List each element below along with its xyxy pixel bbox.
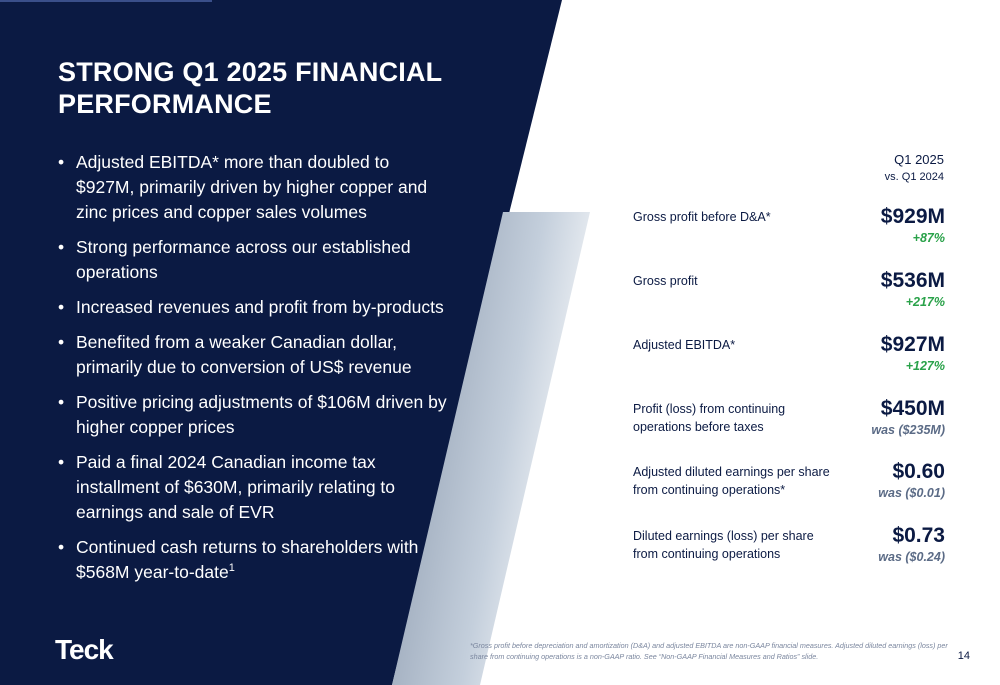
metric-row: Adjusted EBITDA* $927M +127%: [633, 333, 945, 386]
bullet-dot: •: [58, 332, 65, 352]
metric-change: was ($0.24): [878, 550, 945, 564]
metric-value: $536M: [880, 269, 945, 292]
metric-row: Profit (loss) from continuing operations…: [633, 397, 945, 450]
metric-row: Gross profit $536M +217%: [633, 269, 945, 322]
footnote-marker: 1: [228, 562, 235, 575]
metric-value: $927M: [880, 333, 945, 356]
top-accent-line: [0, 0, 212, 2]
bullet-dot: •: [58, 537, 65, 557]
footnote: *Gross profit before depreciation and am…: [470, 641, 948, 661]
bullet-dot: •: [58, 392, 65, 412]
metric-label: Gross profit before D&A*: [633, 210, 771, 224]
bullet-text: Positive pricing adjustments of $106M dr…: [76, 392, 447, 437]
metric-label: Diluted earnings (loss) per share from c…: [633, 529, 814, 561]
slide-title: STRONG Q1 2025 FINANCIAL PERFORMANCE: [58, 57, 442, 119]
bullet-item: • Paid a final 2024 Canadian income tax i…: [58, 450, 448, 525]
metric-label: Gross profit: [633, 274, 698, 288]
bullet-item: • Positive pricing adjustments of $106M d…: [58, 390, 448, 440]
bullet-text: Paid a final 2024 Canadian income tax in…: [76, 452, 396, 522]
metric-label: Adjusted diluted earnings per share from…: [633, 465, 830, 497]
period-header: Q1 2025 vs. Q1 2024: [885, 151, 944, 185]
metric-change: was ($235M): [871, 423, 945, 437]
bullet-text: Strong performance across our establishe…: [76, 237, 411, 282]
bullet-text: Continued cash returns to shareholders w…: [76, 537, 419, 582]
bullet-item: • Benefited from a weaker Canadian dollar…: [58, 330, 448, 380]
metric-value: $929M: [880, 205, 945, 228]
metric-value: $450M: [880, 397, 945, 420]
teck-logo: Teck: [55, 634, 114, 665]
bullet-item: • Continued cash returns to shareholders …: [58, 535, 448, 585]
bullet-text: Benefited from a weaker Canadian dollar,…: [76, 332, 412, 377]
period-comparison: vs. Q1 2024: [884, 171, 944, 183]
bullet-item: • Increased revenues and profit from by-p…: [58, 295, 448, 320]
bullet-list: • Adjusted EBITDA* more than doubled to $…: [58, 150, 448, 595]
period-current: Q1 2025: [894, 152, 944, 167]
metric-row: Gross profit before D&A* $929M +87%: [633, 205, 945, 258]
bullet-dot: •: [58, 237, 65, 257]
metric-value: $0.60: [892, 460, 945, 483]
bullet-item: • Strong performance across our establish…: [58, 235, 448, 285]
bullet-text: Increased revenues and profit from by-pr…: [76, 297, 444, 317]
bullet-text: Adjusted EBITDA* more than doubled to $9…: [76, 152, 428, 222]
metric-change: +217%: [905, 295, 945, 309]
bullet-item: • Adjusted EBITDA* more than doubled to $…: [58, 150, 448, 225]
page-number: 14: [957, 650, 970, 662]
bullet-dot: •: [58, 297, 65, 317]
metric-value: $0.73: [892, 524, 945, 547]
metric-label: Adjusted EBITDA*: [633, 338, 736, 352]
metric-change: +87%: [912, 231, 945, 245]
metric-row: Adjusted diluted earnings per share from…: [633, 460, 945, 513]
bullet-dot: •: [58, 152, 65, 172]
bullet-dot: •: [58, 452, 65, 472]
metric-change: was ($0.01): [878, 486, 945, 500]
metric-change: +127%: [905, 359, 945, 373]
metric-row: Diluted earnings (loss) per share from c…: [633, 524, 945, 577]
metric-label: Profit (loss) from continuing operations…: [633, 402, 786, 434]
